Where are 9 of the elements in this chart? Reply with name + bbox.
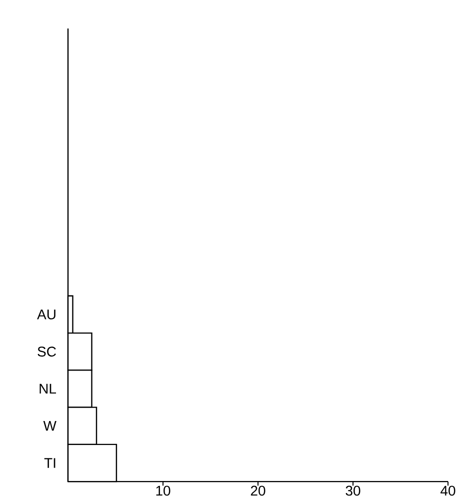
x-tick-label: 10 — [156, 486, 170, 496]
y-tick-label: AU — [37, 310, 56, 320]
x-tick-label: 40 — [440, 486, 456, 496]
y-tick-label: TI — [44, 458, 56, 468]
y-tick-label: SC — [38, 346, 56, 357]
x-tick-label: 20 — [250, 486, 266, 496]
y-tick-label: NL — [40, 384, 56, 394]
x-tick-label: 30 — [346, 486, 360, 496]
y-tick-label: W — [43, 421, 56, 431]
